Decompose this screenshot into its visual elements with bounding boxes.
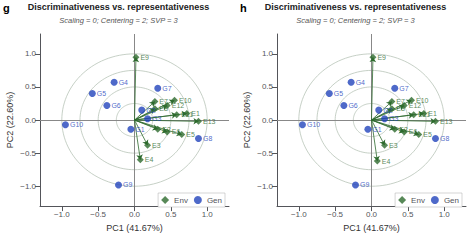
svg-text:PC1 (41.67%): PC1 (41.67%)	[343, 223, 400, 233]
svg-text:E6: E6	[409, 128, 418, 135]
svg-text:G9: G9	[123, 181, 132, 188]
svg-text:0.5: 0.5	[25, 82, 37, 91]
svg-text:Scaling = 0; Centering = 2; SV: Scaling = 0; Centering = 2; SVP = 3	[59, 16, 178, 25]
svg-text:G4: G4	[356, 79, 365, 86]
svg-text:G7: G7	[162, 85, 171, 92]
svg-text:E6: E6	[172, 128, 181, 135]
svg-text:G8: G8	[203, 135, 212, 142]
svg-text:E13: E13	[440, 118, 453, 125]
svg-text:Env: Env	[411, 196, 425, 205]
svg-text:−1.0: −1.0	[291, 210, 307, 219]
svg-text:G3: G3	[389, 115, 398, 122]
svg-text:E2: E2	[162, 126, 171, 133]
svg-text:E4: E4	[382, 158, 391, 165]
svg-text:G3: G3	[152, 115, 161, 122]
svg-text:E7: E7	[159, 98, 168, 105]
svg-text:E8: E8	[396, 105, 405, 112]
svg-text:G2: G2	[383, 107, 392, 114]
svg-text:h: h	[240, 2, 247, 14]
svg-text:0.0: 0.0	[366, 210, 378, 219]
svg-text:0.5: 0.5	[402, 210, 414, 219]
svg-text:Discriminativeness vs. represe: Discriminativeness vs. representativenes…	[265, 2, 447, 12]
svg-text:E7: E7	[396, 98, 405, 105]
svg-text:−1.0: −1.0	[20, 182, 36, 191]
svg-text:E5: E5	[186, 131, 195, 138]
svg-text:G9: G9	[360, 181, 369, 188]
svg-text:G6: G6	[111, 102, 120, 109]
svg-text:G1: G1	[135, 126, 144, 133]
svg-text:−0.5: −0.5	[327, 210, 343, 219]
svg-text:g: g	[3, 2, 10, 14]
svg-text:−1.0: −1.0	[257, 182, 273, 191]
svg-text:1.0: 1.0	[262, 49, 274, 58]
svg-text:PC2 (22.60%): PC2 (22.60%)	[242, 92, 252, 149]
svg-text:0.5: 0.5	[262, 82, 274, 91]
svg-text:1.0: 1.0	[25, 49, 37, 58]
svg-text:E9: E9	[140, 54, 149, 61]
svg-text:E11: E11	[418, 111, 431, 119]
svg-text:0.0: 0.0	[25, 116, 37, 125]
svg-text:G10: G10	[307, 121, 320, 128]
svg-text:E12: E12	[409, 102, 422, 109]
svg-text:E4: E4	[145, 156, 154, 163]
svg-text:G7: G7	[399, 85, 408, 92]
svg-text:E13: E13	[203, 118, 216, 125]
svg-text:−0.5: −0.5	[257, 149, 273, 158]
svg-text:E10: E10	[416, 96, 429, 104]
svg-text:G4: G4	[119, 79, 128, 86]
svg-text:0.0: 0.0	[262, 116, 274, 125]
svg-text:G2: G2	[146, 107, 155, 114]
svg-text:G1: G1	[372, 126, 381, 133]
svg-text:E9: E9	[377, 54, 386, 61]
svg-text:Gen: Gen	[207, 196, 222, 205]
svg-text:E2: E2	[399, 126, 408, 133]
svg-text:−1.0: −1.0	[54, 210, 70, 219]
svg-text:E1: E1	[428, 110, 437, 117]
svg-text:Discriminativeness vs. represe: Discriminativeness vs. representativenes…	[28, 2, 210, 12]
svg-text:E3: E3	[389, 142, 398, 149]
svg-text:G8: G8	[440, 135, 449, 142]
svg-text:G5: G5	[97, 90, 106, 97]
svg-text:E8: E8	[159, 105, 168, 112]
svg-text:−0.5: −0.5	[90, 210, 106, 219]
svg-text:PC2 (22.60%): PC2 (22.60%)	[5, 92, 15, 149]
svg-text:E1: E1	[191, 110, 200, 117]
svg-text:Scaling = 0; Centering = 2; SV: Scaling = 0; Centering = 2; SVP = 3	[296, 16, 415, 25]
svg-text:E5: E5	[423, 131, 432, 138]
svg-text:Gen: Gen	[444, 196, 459, 205]
svg-text:E3: E3	[152, 142, 161, 149]
svg-text:−0.5: −0.5	[20, 149, 36, 158]
svg-text:G5: G5	[334, 90, 343, 97]
svg-text:0.5: 0.5	[165, 210, 177, 219]
svg-text:E12: E12	[172, 102, 185, 109]
svg-text:1.0: 1.0	[202, 210, 214, 219]
svg-text:Env: Env	[174, 196, 188, 205]
svg-text:G6: G6	[348, 102, 357, 109]
svg-text:E10: E10	[179, 96, 192, 104]
svg-text:PC1 (41.67%): PC1 (41.67%)	[106, 223, 163, 233]
svg-text:0.0: 0.0	[129, 210, 141, 219]
svg-text:E11: E11	[181, 111, 194, 119]
svg-text:G10: G10	[70, 121, 83, 128]
svg-text:1.0: 1.0	[439, 210, 451, 219]
